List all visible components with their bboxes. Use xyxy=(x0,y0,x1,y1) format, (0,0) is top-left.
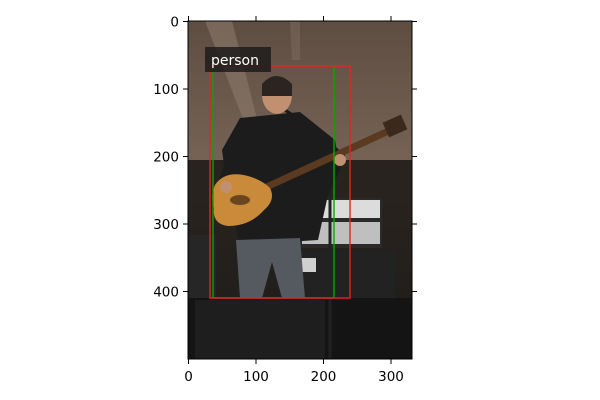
y-tick-label: 0 xyxy=(170,15,179,31)
y-tick-label: 300 xyxy=(153,217,179,233)
y-axis: 0 100 200 300 400 xyxy=(153,15,417,301)
y-tick-label: 200 xyxy=(153,150,179,166)
prediction-box xyxy=(209,65,351,299)
axes-frame xyxy=(187,20,413,360)
x-tick-label: 0 xyxy=(184,369,193,385)
detection-label-background xyxy=(205,47,271,72)
x-tick-label: 200 xyxy=(311,369,337,385)
y-tick-label: 400 xyxy=(153,285,179,301)
x-tick-label: 300 xyxy=(378,369,404,385)
x-axis: 0 100 200 300 xyxy=(184,16,404,385)
x-tick-label: 100 xyxy=(243,369,269,385)
detection-label-text: person xyxy=(211,53,259,69)
y-tick-label: 100 xyxy=(153,82,179,98)
detection-label: person xyxy=(205,47,271,72)
